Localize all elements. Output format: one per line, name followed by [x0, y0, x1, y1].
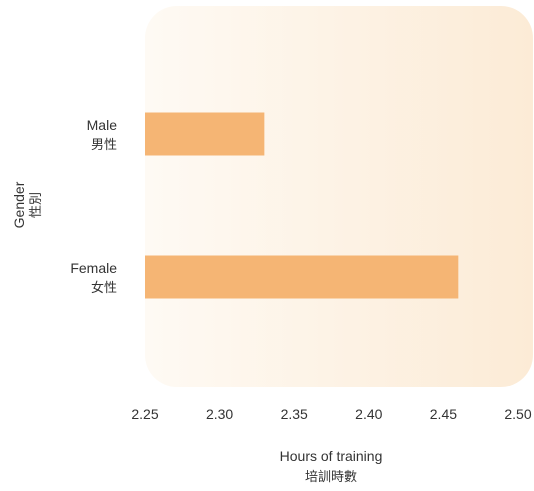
- x-axis-title-zh: 培訓時數: [305, 469, 357, 484]
- category-label-female-zh: 女性: [91, 280, 117, 295]
- y-axis-title: Gender 性別: [11, 181, 43, 228]
- bar-male: [145, 112, 265, 156]
- y-axis-title-en: Gender: [11, 181, 27, 228]
- plot-background: [145, 6, 533, 387]
- x-tick-label: 2.40: [355, 406, 382, 422]
- category-label-female-en: Female: [70, 260, 117, 276]
- x-tick-label: 2.50: [504, 406, 531, 422]
- x-tick-label: 2.25: [131, 406, 158, 422]
- bar-female: [145, 255, 459, 299]
- x-tick-label: 2.45: [430, 406, 457, 422]
- category-label-male-zh: 男性: [91, 137, 117, 152]
- x-tick-label: 2.35: [281, 406, 308, 422]
- category-label-male-en: Male: [87, 117, 118, 133]
- category-labels: Male 男性 Female 女性: [70, 117, 117, 295]
- x-tick-labels: 2.25 2.30 2.35 2.40 2.45 2.50: [131, 406, 531, 422]
- bars-layer: [145, 112, 459, 299]
- y-axis-title-zh: 性別: [28, 192, 43, 218]
- x-axis-title: Hours of training 培訓時數: [280, 448, 383, 484]
- x-tick-label: 2.30: [206, 406, 233, 422]
- x-axis-title-en: Hours of training: [280, 448, 383, 464]
